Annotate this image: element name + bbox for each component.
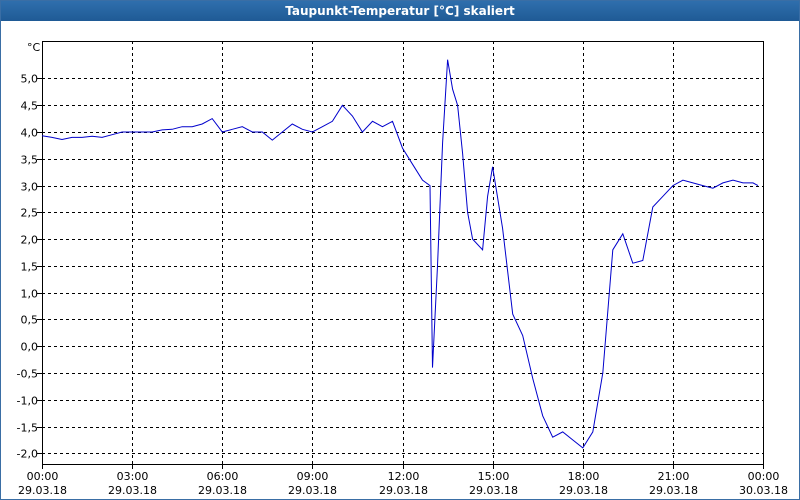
y-tick-label: -0,5 (17, 368, 38, 381)
window-title: Taupunkt-Temperatur [°C] skaliert (1, 1, 799, 21)
x-tick-date: 30.03.18 (739, 484, 788, 497)
x-tick-time: 18:00 (568, 470, 600, 483)
y-tick-label: 0,5 (21, 314, 39, 327)
y-tick-label: -1,5 (17, 422, 38, 435)
series-line (41, 59, 759, 449)
x-tick-time: 06:00 (207, 470, 239, 483)
y-tick-label: 1,5 (21, 261, 39, 274)
y-tick-label: -1,0 (17, 395, 38, 408)
plot-frame (42, 41, 764, 465)
y-tick-label: 0,0 (21, 341, 39, 354)
x-tick-date: 29.03.18 (469, 484, 518, 497)
x-tick-date: 29.03.18 (288, 484, 337, 497)
y-tick-label: -2,0 (17, 448, 38, 461)
x-tick-time: 00:00 (27, 470, 59, 483)
y-tick-label: 5,0 (21, 73, 39, 86)
x-tick-labels: 00:0029.03.1803:0029.03.1806:0029.03.180… (18, 470, 788, 497)
x-tick-date: 29.03.18 (649, 484, 698, 497)
grid-lines (37, 41, 764, 469)
x-tick-date: 29.03.18 (559, 484, 608, 497)
x-tick-time: 21:00 (658, 470, 690, 483)
x-tick-date: 29.03.18 (379, 484, 428, 497)
y-tick-labels: 5,0 4,5 4,0 3,5 3,0 2,5 2,0 1,5 1,0 0,5 0,0 -0,5 -1,… (17, 73, 38, 461)
x-tick-time: 15:00 (478, 470, 510, 483)
y-tick-label: 2,0 (21, 234, 39, 247)
x-tick-date: 29.03.18 (18, 484, 67, 497)
y-tick-label: 3,0 (21, 181, 39, 194)
x-tick-date: 29.03.18 (108, 484, 157, 497)
x-tick-time: 00:00 (748, 470, 780, 483)
y-tick-label: 2,5 (21, 207, 39, 220)
x-tick-time: 03:00 (117, 470, 149, 483)
y-tick-label: 1,0 (21, 288, 39, 301)
dewpoint-chart: °C 5,0 4,5 4,0 3,5 3,0 2,5 2,0 1,5 1,0 0,5 0,0 -0,5… (17, 41, 788, 497)
y-tick-label: 4,5 (21, 100, 39, 113)
y-tick-label: 4,0 (21, 127, 39, 140)
y-axis-unit-label: °C (27, 41, 41, 54)
x-tick-time: 12:00 (388, 470, 420, 483)
x-tick-date: 29.03.18 (198, 484, 247, 497)
x-tick-time: 09:00 (297, 470, 329, 483)
y-tick-label: 3,5 (21, 154, 39, 167)
